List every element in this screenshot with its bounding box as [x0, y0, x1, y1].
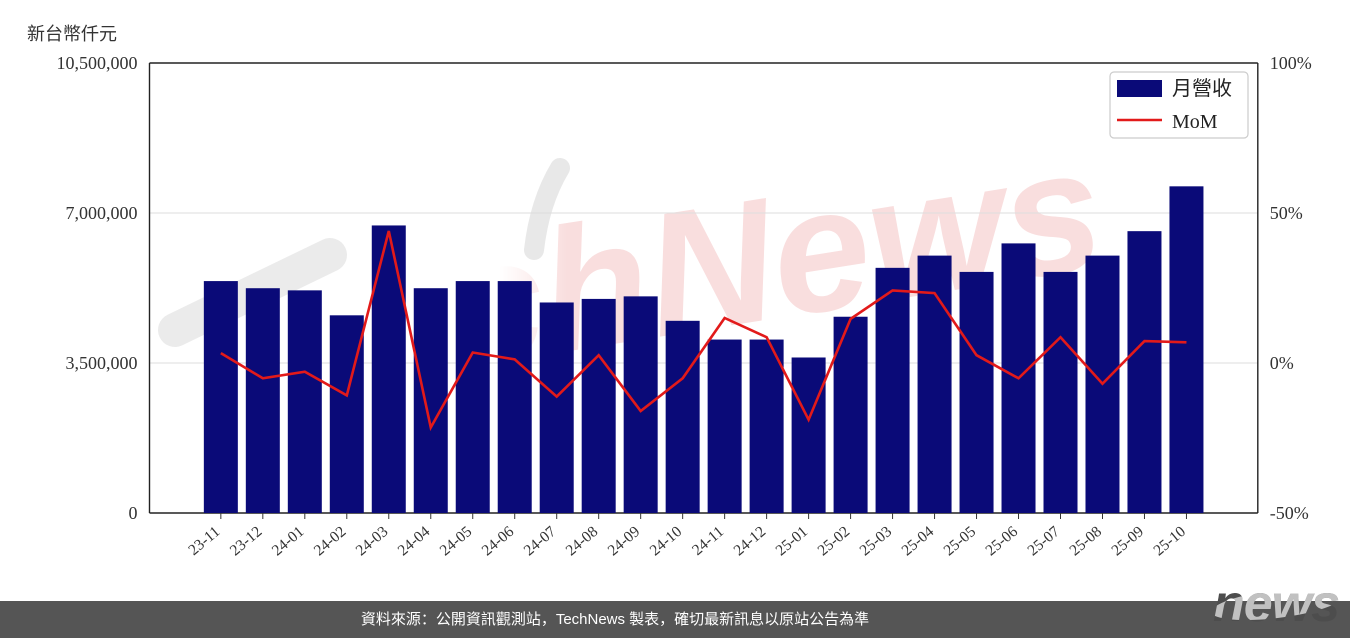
- svg-text:25-02: 25-02: [815, 523, 854, 559]
- svg-text:24-12: 24-12: [731, 523, 770, 559]
- svg-text:0%: 0%: [1270, 353, 1294, 373]
- svg-text:25-08: 25-08: [1066, 523, 1105, 559]
- svg-text:3,500,000: 3,500,000: [66, 353, 138, 373]
- svg-text:0: 0: [129, 503, 138, 523]
- svg-text:24-01: 24-01: [269, 523, 308, 559]
- svg-text:25-01: 25-01: [773, 523, 812, 559]
- svg-text:23-11: 23-11: [185, 523, 223, 559]
- svg-text:25-03: 25-03: [857, 523, 896, 559]
- svg-text:25-06: 25-06: [982, 523, 1021, 559]
- svg-text:10,500,000: 10,500,000: [57, 53, 138, 73]
- svg-text:25-05: 25-05: [940, 523, 979, 559]
- svg-text:24-02: 24-02: [311, 523, 350, 559]
- svg-text:25-09: 25-09: [1108, 523, 1147, 559]
- svg-text:24-10: 24-10: [647, 523, 686, 559]
- svg-text:MoM: MoM: [1172, 111, 1218, 133]
- svg-text:24-05: 24-05: [437, 523, 476, 559]
- svg-text:23-12: 23-12: [227, 523, 266, 559]
- svg-text:100%: 100%: [1270, 53, 1312, 73]
- svg-text:24-07: 24-07: [521, 523, 560, 559]
- svg-text:7,000,000: 7,000,000: [66, 203, 138, 223]
- svg-text:24-03: 24-03: [353, 523, 392, 559]
- svg-text:月營收: 月營收: [1172, 77, 1232, 100]
- svg-text:24-06: 24-06: [479, 523, 518, 559]
- svg-text:25-07: 25-07: [1024, 523, 1063, 559]
- svg-text:24-04: 24-04: [395, 523, 434, 559]
- svg-text:24-11: 24-11: [689, 523, 727, 559]
- svg-text:24-09: 24-09: [605, 523, 644, 559]
- svg-text:25-10: 25-10: [1150, 523, 1189, 559]
- svg-text:-50%: -50%: [1270, 503, 1309, 523]
- svg-text:24-08: 24-08: [563, 523, 602, 559]
- svg-text:25-04: 25-04: [898, 523, 937, 559]
- svg-text:50%: 50%: [1270, 203, 1303, 223]
